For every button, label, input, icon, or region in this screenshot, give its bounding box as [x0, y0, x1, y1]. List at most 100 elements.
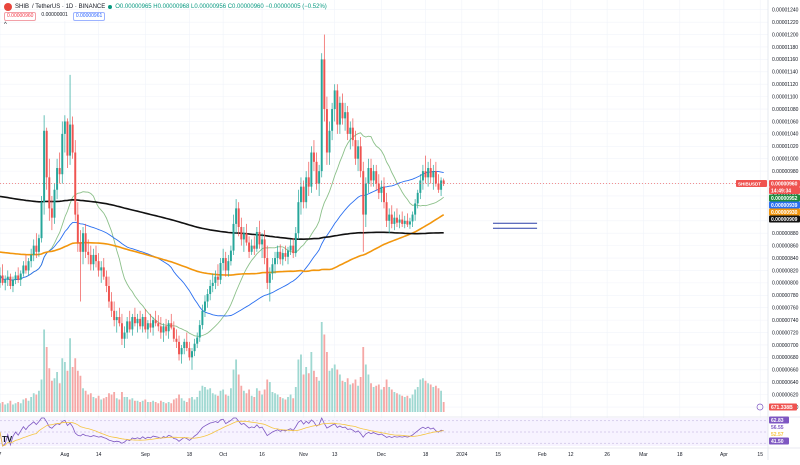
time-tick-label: 2024	[456, 452, 467, 458]
volume-bar	[300, 354, 302, 412]
volume-bar	[76, 370, 79, 412]
candle-body	[271, 264, 274, 274]
candle-body	[133, 317, 136, 324]
volume-bar	[245, 393, 248, 412]
candle-body	[333, 90, 336, 110]
candle-body	[229, 250, 232, 262]
volume-bar	[409, 398, 411, 412]
candle-body	[385, 202, 388, 221]
volume-bar	[232, 369, 235, 412]
volume-bar	[315, 377, 318, 412]
candle-body	[183, 341, 186, 349]
candle-body	[170, 323, 173, 328]
volume-bar	[297, 359, 300, 412]
candle-body	[261, 239, 264, 245]
volume-bar	[437, 388, 440, 412]
candle-body	[139, 318, 142, 327]
candle-body	[167, 323, 170, 332]
volume-bar	[53, 378, 56, 412]
time-tick-label: Sep	[141, 452, 150, 458]
candle-body	[58, 168, 61, 175]
volume-bar	[82, 388, 84, 412]
volume-bar	[261, 394, 263, 412]
market-open-icon	[108, 5, 113, 9]
candle-body	[331, 109, 334, 131]
candle-body	[214, 276, 217, 283]
candle-body	[87, 251, 90, 255]
candle-body	[126, 321, 129, 333]
volume-bar	[152, 400, 154, 412]
candle-body	[250, 245, 253, 252]
volume-bar	[289, 394, 292, 412]
rsi-value-label: 56.55	[771, 425, 784, 431]
volume-bar	[364, 364, 367, 412]
candle-body	[6, 276, 9, 280]
candle-body	[89, 254, 92, 265]
ma-value-label-bg	[769, 215, 800, 223]
volume-bar	[305, 367, 308, 412]
volume-bar	[411, 394, 414, 412]
volume-bar	[43, 329, 46, 412]
candle-body	[245, 233, 248, 243]
volume-bar	[372, 387, 375, 412]
volume-bar	[440, 390, 442, 412]
candle-body	[377, 183, 380, 193]
buy-price-pill[interactable]: 0.00000961	[72, 12, 106, 21]
candle-body	[255, 231, 258, 249]
sell-price-pill[interactable]: 0.00000960	[4, 12, 37, 21]
volume-bar	[89, 393, 92, 412]
volume-bar	[253, 397, 256, 412]
volume-bar	[56, 372, 58, 412]
volume-bar	[434, 385, 437, 412]
candle-body	[357, 146, 360, 159]
time-tick-label: 15	[757, 452, 763, 458]
candle-body	[328, 130, 331, 153]
candle-body	[370, 168, 373, 181]
volume-bar	[30, 397, 33, 412]
volume-bar	[377, 384, 380, 412]
volume-bar	[287, 397, 289, 412]
candle-body	[61, 133, 64, 175]
volume-bar	[204, 387, 206, 412]
volume-bar	[118, 399, 121, 412]
volume-bar	[227, 395, 230, 412]
candle-body	[120, 323, 123, 339]
collapse-chevron-icon[interactable]: ^	[4, 22, 7, 28]
candle-body	[232, 223, 235, 251]
ma-value-label: 0.00000939	[769, 201, 800, 209]
price-tick-label: 0.00000760	[772, 306, 799, 312]
candle-body	[102, 267, 105, 277]
candle-body	[123, 332, 126, 339]
symbol-name[interactable]: SHIB	[15, 4, 30, 10]
volume-bar	[351, 383, 354, 412]
candle-body	[393, 217, 396, 224]
volume-bar	[79, 375, 82, 412]
volume-bar	[419, 379, 422, 412]
candle-body	[408, 221, 411, 225]
candle-body	[222, 258, 225, 264]
candle-body	[237, 208, 240, 228]
candle-body	[440, 180, 443, 190]
volume-bar	[398, 394, 401, 412]
time-tick-label: 14	[96, 452, 102, 458]
grid	[0, 0, 768, 446]
candle-body	[32, 245, 35, 255]
candle-body	[344, 112, 347, 119]
volume-bar	[66, 370, 69, 412]
volume-bar	[121, 392, 123, 412]
candle-body	[289, 245, 292, 251]
volume-bar	[9, 400, 12, 412]
candles	[0, 34, 445, 370]
rsi-ma-line	[0, 420, 444, 447]
candle-body	[92, 254, 95, 265]
candle-body	[191, 351, 193, 358]
time-tick-label: Nov	[299, 452, 308, 458]
volume-bar	[432, 387, 435, 412]
candle-body	[152, 320, 155, 328]
rsi-value-text: 52.57	[771, 432, 784, 438]
volume-bar	[385, 379, 388, 412]
volume-bar	[206, 389, 209, 412]
candle-body	[336, 90, 339, 125]
